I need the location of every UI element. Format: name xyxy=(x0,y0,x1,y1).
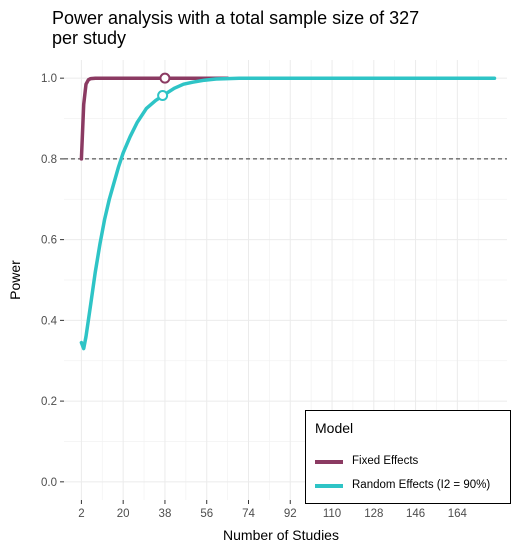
marker-random-effects xyxy=(157,90,169,102)
x-axis-title: Number of Studies xyxy=(223,527,339,543)
y-tick-label: 0.6 xyxy=(41,235,57,247)
x-tick-label: 128 xyxy=(364,508,383,520)
y-tick-label: 0.0 xyxy=(41,477,57,489)
y-tick-label: 0.8 xyxy=(41,154,57,166)
legend-label-random-effects: Random Effects (I2 = 90%) xyxy=(352,479,491,491)
x-tick-label: 38 xyxy=(159,508,172,520)
legend: Model Fixed Effects Random Effects (I2 =… xyxy=(305,410,511,504)
chart-title: Power analysis with a total sample size … xyxy=(52,8,492,48)
marker-layer xyxy=(157,72,171,102)
x-axis-ticks: 2 20 38 56 74 92 110 128 146 164 xyxy=(78,500,468,520)
legend-title: Model xyxy=(315,420,354,436)
y-tick-label: 1.0 xyxy=(41,73,57,85)
x-tick-label: 164 xyxy=(448,508,468,520)
x-tick-label: 92 xyxy=(284,508,297,520)
y-axis-title: Power xyxy=(7,260,23,300)
y-tick-label: 0.2 xyxy=(41,396,57,408)
series-layer xyxy=(79,76,497,351)
legend-item-fixed-effects: Fixed Effects xyxy=(315,455,510,469)
chart-title-line-2: per study xyxy=(52,28,127,48)
legend-swatch-fixed-effects xyxy=(315,460,343,464)
y-axis-ticks: 0.0 0.2 0.4 0.6 0.8 1.0 xyxy=(41,73,64,489)
x-tick-label: 146 xyxy=(406,508,425,520)
x-tick-label: 20 xyxy=(117,508,130,520)
marker-fixed-effects xyxy=(159,72,171,84)
legend-swatch-random-effects xyxy=(315,484,343,488)
x-tick-label: 56 xyxy=(200,508,213,520)
legend-item-random-effects: Random Effects (I2 = 90%) xyxy=(315,479,510,493)
series-line-fixed-effects xyxy=(79,76,230,161)
legend-label-fixed-effects: Fixed Effects xyxy=(352,455,419,467)
x-tick-label: 2 xyxy=(78,508,84,520)
series-line-random-effects xyxy=(79,76,497,351)
x-tick-label: 74 xyxy=(242,508,255,520)
y-tick-label: 0.4 xyxy=(41,315,58,327)
chart-title-line-1: Power analysis with a total sample size … xyxy=(52,8,420,28)
x-tick-label: 110 xyxy=(323,508,341,520)
